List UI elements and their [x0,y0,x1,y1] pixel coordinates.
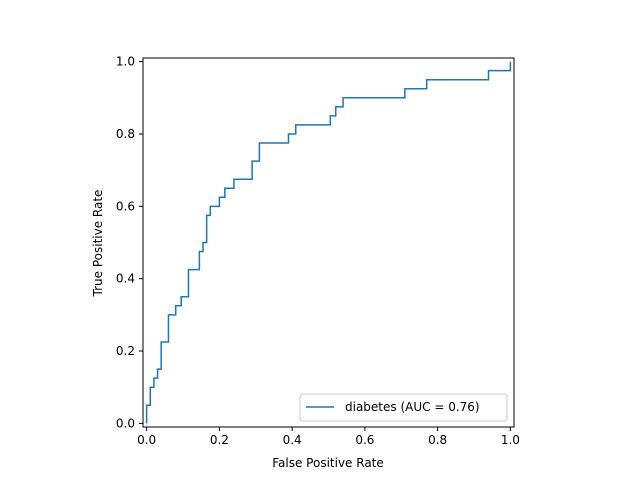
y-tick-label: 0.0 [116,416,135,430]
legend-box [299,393,508,422]
x-tick-label: 0.2 [210,433,229,447]
x-tick-label: 0.8 [428,433,447,447]
y-tick-label: 0.8 [116,127,135,141]
legend: diabetes (AUC = 0.76) [299,393,508,422]
legend-label: diabetes (AUC = 0.76) [345,400,480,414]
y-tick-label: 1.0 [116,55,135,69]
x-tick-label: 0.4 [283,433,302,447]
x-tick-label: 1.0 [501,433,520,447]
plot-frame [142,57,515,428]
y-tick-label: 0.6 [116,199,135,213]
x-axis-ticks: 0.0 0.2 0.4 0.6 0.8 1.0 [137,427,520,447]
x-tick-label: 0.0 [137,433,156,447]
roc-curve-line [145,61,512,424]
x-axis-label: False Positive Rate [272,456,384,470]
y-tick-label: 0.4 [116,272,135,286]
y-tick-label: 0.2 [116,344,135,358]
y-axis-label: True Positive Rate [91,190,105,298]
x-tick-label: 0.6 [355,433,374,447]
y-axis-ticks: 0.0 0.2 0.4 0.6 0.8 1.0 [116,55,143,430]
